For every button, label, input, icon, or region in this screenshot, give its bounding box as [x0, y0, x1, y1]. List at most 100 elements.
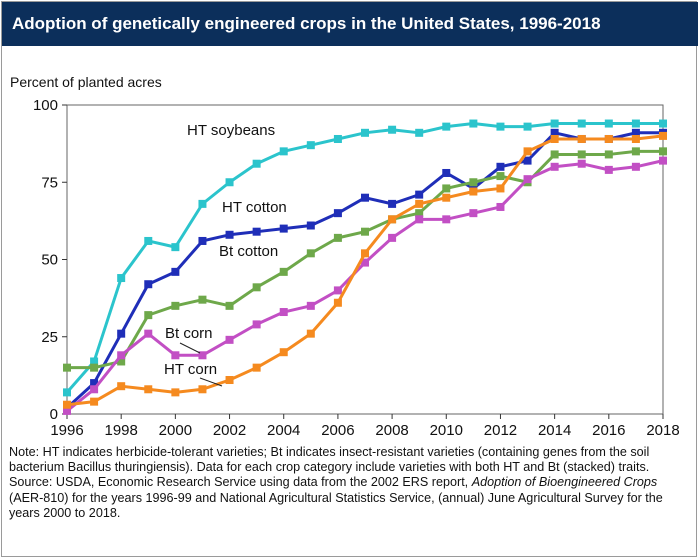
data-point-ht-soybeans — [388, 125, 397, 134]
data-point-bt-cotton — [442, 184, 451, 193]
data-point-ht-cotton — [279, 224, 288, 233]
data-point-bt-corn — [496, 202, 505, 211]
data-point-ht-soybeans — [361, 128, 369, 137]
data-point-ht-corn — [388, 215, 397, 224]
data-point-bt-corn — [631, 162, 640, 171]
data-point-ht-corn — [659, 131, 667, 140]
data-point-ht-soybeans — [225, 178, 234, 187]
data-point-bt-cotton — [306, 249, 315, 258]
note-text: Note: HT indicates herbicide-tolerant va… — [9, 445, 650, 475]
data-point-ht-corn — [198, 385, 207, 394]
data-point-ht-corn — [90, 397, 99, 406]
notes-block: Note: HT indicates herbicide-tolerant va… — [9, 445, 693, 521]
data-point-ht-corn — [279, 348, 288, 357]
data-point-bt-cotton — [333, 233, 342, 242]
x-tick-label: 2000 — [159, 422, 192, 439]
x-tick-label: 2006 — [321, 422, 354, 439]
source-text: Source: USDA, Economic Research Service … — [9, 475, 693, 521]
annotation-ht-soybeans: HT soybeans — [187, 122, 275, 139]
data-point-ht-cotton — [252, 227, 261, 236]
data-point-bt-cotton — [252, 283, 261, 292]
x-tick-label: 2010 — [430, 422, 463, 439]
annotation-ht-corn: HT corn — [164, 361, 217, 378]
x-tick-label: 2012 — [484, 422, 517, 439]
data-point-bt-corn — [604, 165, 613, 174]
x-tick-label: 2016 — [592, 422, 625, 439]
data-point-ht-corn — [306, 329, 315, 338]
data-point-ht-corn — [333, 298, 342, 307]
data-point-ht-corn — [415, 199, 424, 208]
data-point-bt-cotton — [90, 363, 99, 372]
y-tick-label: 100 — [33, 97, 58, 114]
source-suffix: (AER-810) for the years 1996-99 and Nati… — [9, 490, 663, 520]
annotation-leader — [199, 377, 223, 387]
data-point-bt-corn — [117, 351, 126, 360]
data-point-bt-corn — [388, 233, 397, 242]
data-point-bt-corn — [550, 162, 559, 171]
data-point-bt-cotton — [550, 150, 559, 159]
data-point-ht-corn — [117, 382, 126, 391]
data-point-ht-soybeans — [631, 119, 640, 128]
data-point-ht-cotton — [171, 267, 180, 276]
annotation-leader — [179, 342, 201, 354]
data-point-ht-soybeans — [63, 388, 71, 397]
source-title: Adoption of Bioengineered Crops — [471, 475, 658, 490]
y-axis-label: Percent of planted acres — [10, 74, 162, 90]
data-point-ht-soybeans — [333, 134, 342, 143]
data-point-ht-corn — [523, 147, 532, 156]
data-point-ht-cotton — [388, 199, 397, 208]
data-point-ht-corn — [171, 388, 180, 397]
data-point-bt-cotton — [117, 357, 126, 366]
x-tick-label: 2008 — [375, 422, 408, 439]
y-tick-label: 50 — [41, 252, 58, 269]
data-point-bt-corn — [90, 385, 99, 394]
data-point-ht-corn — [144, 385, 153, 394]
data-point-ht-cotton — [198, 236, 207, 245]
data-point-ht-soybeans — [198, 199, 207, 208]
data-point-ht-soybeans — [415, 128, 424, 137]
annotation-bt-cotton: Bt cotton — [219, 243, 278, 260]
data-point-bt-corn — [659, 156, 667, 165]
data-point-bt-corn — [198, 351, 207, 360]
data-point-ht-soybeans — [496, 122, 505, 131]
annotation-bt-corn: Bt corn — [165, 325, 213, 342]
data-point-bt-cotton — [604, 150, 613, 159]
data-point-bt-cotton — [469, 178, 478, 187]
data-point-ht-soybeans — [659, 119, 667, 128]
data-point-ht-corn — [252, 363, 261, 372]
data-point-ht-soybeans — [279, 147, 288, 156]
x-tick-label: 2002 — [213, 422, 246, 439]
data-point-ht-corn — [442, 193, 451, 202]
line-chart: 0 25 50 75 100 1996 1998 2000 2002 2004 2006 2008 20… — [33, 97, 680, 439]
data-point-ht-corn — [550, 134, 559, 143]
data-point-ht-soybeans — [306, 141, 315, 150]
data-point-ht-corn — [631, 134, 640, 143]
data-point-bt-cotton — [279, 267, 288, 276]
data-point-ht-soybeans — [252, 159, 261, 168]
data-point-ht-corn — [577, 134, 586, 143]
data-point-bt-corn — [144, 329, 153, 338]
data-point-bt-corn — [361, 258, 369, 267]
x-tick-label: 2014 — [538, 422, 571, 439]
data-point-bt-cotton — [198, 295, 207, 304]
data-point-bt-corn — [442, 215, 451, 224]
data-point-ht-soybeans — [577, 119, 586, 128]
data-point-ht-soybeans — [144, 236, 153, 245]
data-point-ht-cotton — [442, 168, 451, 177]
data-point-bt-cotton — [659, 147, 667, 156]
data-point-ht-soybeans — [523, 122, 532, 131]
data-point-ht-corn — [469, 187, 478, 196]
data-point-bt-cotton — [144, 311, 153, 320]
data-point-ht-cotton — [225, 230, 234, 239]
data-point-bt-corn — [225, 335, 234, 344]
data-point-ht-soybeans — [550, 119, 559, 128]
data-point-bt-corn — [577, 159, 586, 168]
y-tick-label: 0 — [50, 406, 58, 423]
data-point-bt-corn — [523, 175, 532, 184]
x-tick-label: 1998 — [104, 422, 137, 439]
data-point-ht-corn — [63, 400, 71, 409]
data-point-ht-cotton — [90, 379, 99, 388]
data-point-bt-corn — [306, 301, 315, 310]
y-tick-label: 75 — [41, 174, 58, 191]
